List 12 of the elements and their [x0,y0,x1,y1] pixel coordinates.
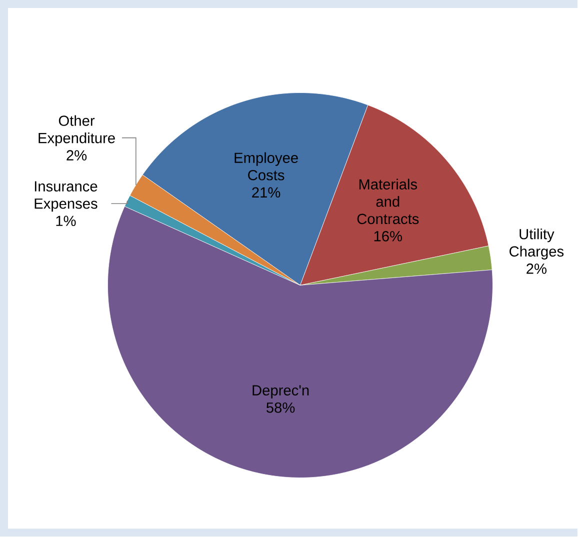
data-label: 1% [56,216,76,226]
data-label: 58% [266,402,295,414]
data-label: 21% [252,187,280,198]
slice-label: Insurance Expenses [34,182,98,212]
slice-label: Utility Charges [510,228,564,260]
data-label: 16% [374,231,402,242]
slice-label: Materials and Contracts [357,178,419,224]
slice-label: Deprec'n [252,386,309,399]
data-label: 2% [526,264,546,274]
data-label: 2% [66,150,87,161]
slice-label: Other Expenditure [38,115,115,146]
slice-label: Employee Costs [234,152,298,181]
